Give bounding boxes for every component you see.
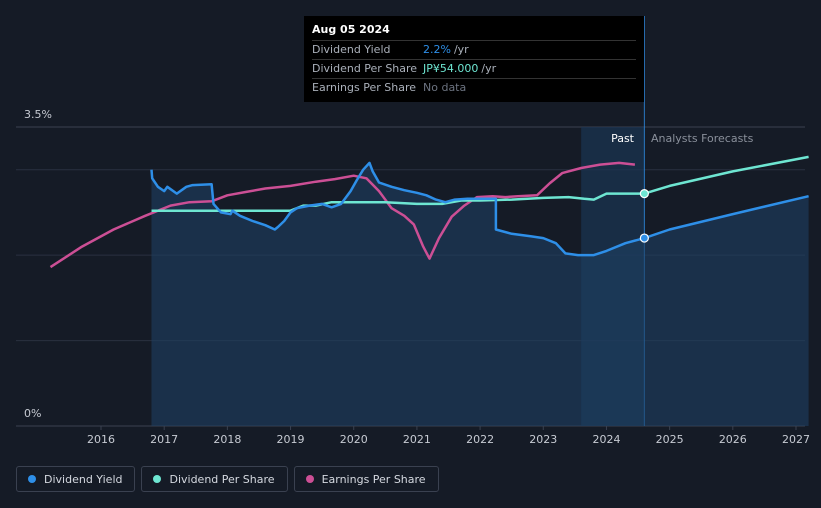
past-label: Past: [611, 132, 635, 145]
x-tick-label: 2025: [656, 433, 684, 446]
x-tick-label: 2021: [403, 433, 431, 446]
tooltip-unit: /yr: [453, 43, 469, 56]
x-tick-label: 2018: [213, 433, 241, 446]
earnings-per-share-dot-icon: [305, 475, 314, 483]
tooltip-unit: /yr: [481, 62, 497, 75]
legend-label: Earnings Per Share: [321, 472, 426, 486]
legend-item-earnings-per-share[interactable]: Earnings Per Share: [293, 466, 439, 492]
y-axis: 3.5% 0%: [24, 108, 52, 420]
dividend-per-share-forecast-line: [644, 155, 809, 195]
tooltip-value: JP¥54.000: [423, 62, 479, 75]
dividend-per-share-dot-icon: [153, 475, 162, 483]
x-tick-label: 2023: [529, 433, 557, 446]
y-tick-label: 0%: [24, 407, 41, 420]
x-tick-label: 2020: [340, 433, 368, 446]
dividend-yield-current-point: [639, 233, 649, 243]
tooltip-value: No data: [423, 81, 467, 94]
legend-label: Dividend Yield: [44, 472, 123, 486]
chart-lines: [49, 155, 809, 269]
legend-item-dividend-per-share[interactable]: Dividend Per Share: [141, 466, 288, 492]
tooltip-label: Dividend Yield: [312, 43, 391, 56]
x-tick-label: 2016: [87, 433, 115, 446]
y-tick-label: 3.5%: [24, 108, 52, 121]
x-tick-label: 2017: [150, 433, 178, 446]
chart-legend: Dividend Yield Dividend Per Share Earnin…: [16, 466, 439, 492]
x-tick-label: 2026: [719, 433, 747, 446]
legend-label: Dividend Per Share: [169, 472, 275, 486]
tooltip-row-dividend-per-share: Dividend Per Share JP¥54.000 /yr: [312, 59, 636, 78]
tooltip-label: Dividend Per Share: [312, 62, 418, 75]
legend-item-dividend-yield[interactable]: Dividend Yield: [16, 466, 136, 492]
dividend-yield-dot-icon: [28, 475, 36, 483]
x-tick-label: 2024: [592, 433, 620, 446]
dividend-yield-forecast-line: [643, 194, 809, 240]
tooltip-row-earnings-per-share: Earnings Per Share No data: [312, 78, 636, 97]
tooltip-value: 2.2%: [423, 43, 451, 56]
forecast-label: Analysts Forecasts: [651, 132, 754, 145]
x-tick-label: 2027: [782, 433, 810, 446]
tooltip-label: Earnings Per Share: [312, 81, 417, 94]
earnings-per-share-line: [49, 161, 636, 269]
dividend-yield-line: [150, 161, 645, 257]
x-axis: 2016 2017 2018 2019 2020 2021 2022 2023 2024 2025…: [87, 426, 810, 446]
dividend-yield-area: [151, 162, 809, 426]
tooltip-date: Aug 05 2024: [312, 23, 390, 36]
hover-tooltip: Aug 05 2024 Dividend Yield 2.2% /yr Divi…: [304, 16, 644, 102]
x-tick-label: 2019: [277, 433, 305, 446]
chart-areas: [151, 16, 809, 426]
x-tick-label: 2022: [466, 433, 494, 446]
tooltip-row-dividend-yield: Dividend Yield 2.2% /yr: [312, 40, 636, 59]
dividend-per-share-current-point: [639, 189, 649, 199]
